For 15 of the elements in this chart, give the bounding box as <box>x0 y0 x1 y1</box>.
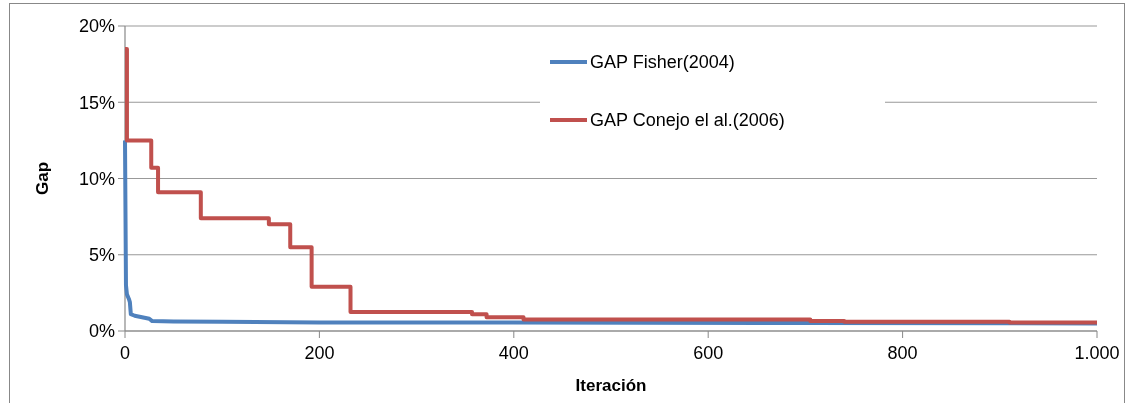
y-tick-label: 0% <box>88 321 115 342</box>
legend-label: GAP Conejo el al.(2006) <box>590 110 785 131</box>
x-tick-label: 1.000 <box>1074 343 1120 363</box>
x-tick-label: 400 <box>498 343 529 363</box>
legend-label: GAP Fisher(2004) <box>590 52 735 73</box>
y-tick-label: 20% <box>78 16 115 37</box>
x-tick-label: 600 <box>693 343 724 363</box>
y-tick-label: 15% <box>78 92 115 113</box>
x-tick-label: 800 <box>887 343 918 363</box>
x-tick-label: 0 <box>119 343 131 363</box>
y-tick-label: 5% <box>88 245 115 266</box>
x-axis-title: Iteración <box>575 376 647 395</box>
y-tick-label: 10% <box>78 168 115 189</box>
y-axis-title: Gap <box>33 161 52 196</box>
x-tick-label: 200 <box>304 343 335 363</box>
